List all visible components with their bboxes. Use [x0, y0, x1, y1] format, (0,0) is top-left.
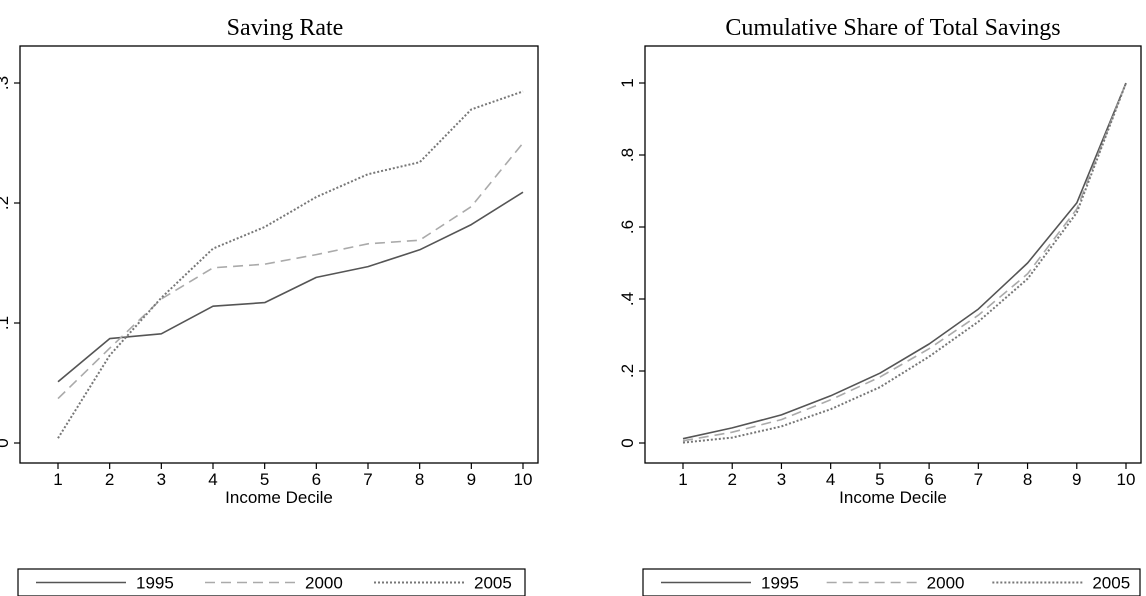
chart2-series-line-2000	[682, 82, 1127, 442]
chart1-xtick-label-0: 1	[53, 470, 62, 489]
chart2-legend: 1995 2000 2005	[642, 568, 1141, 596]
chart2-xtick-label-2: 3	[777, 470, 786, 489]
chart2-xtick-label-8: 9	[1072, 470, 1081, 489]
chart2-title: Cumulative Share of Total Savings	[725, 15, 1060, 41]
chart2-ytick-label-1: .2	[618, 364, 637, 378]
chart1: Saving Rate 0 .1 .2 .3 1 2 3 4 5 6 7 8 9 10 Income Deci…	[0, 15, 539, 596]
chart1-ytick-label-2: .2	[0, 196, 12, 210]
chart1-legend: 1995 2000 2005	[17, 568, 526, 596]
chart2-xtick-label-3: 4	[826, 470, 835, 489]
chart1-xtick-label-3: 4	[208, 470, 217, 489]
chart2-ytick-label-2: .4	[618, 292, 637, 306]
chart2-ytick-label-0: 0	[618, 438, 637, 447]
chart2-ytick-label-4: .8	[618, 148, 637, 162]
chart1-xtick-label-5: 6	[312, 470, 321, 489]
chart1-legend-label-2000: 2000	[305, 574, 343, 593]
chart1-series-line-2005	[57, 90, 524, 439]
chart1-xtick-label-7: 8	[415, 470, 424, 489]
chart1-series-line-1995	[57, 191, 524, 383]
chart1-legend-label-2005: 2005	[474, 574, 512, 593]
chart1-ytick-label-0: 0	[0, 438, 12, 447]
chart2-xtick-label-7: 8	[1023, 470, 1032, 489]
chart1-series-line-2000	[57, 142, 524, 400]
chart1-xtick-label-8: 9	[467, 470, 476, 489]
chart1-xtick-label-6: 7	[363, 470, 372, 489]
chart2-xtick-label-6: 7	[974, 470, 983, 489]
chart1-ytick-label-3: .3	[0, 76, 12, 90]
chart2-xtick-label-0: 1	[678, 470, 687, 489]
chart2: Cumulative Share of Total Savings 0 .2 .4 .6…	[618, 15, 1142, 596]
chart1-plot-frame	[19, 45, 539, 464]
chart1-xlabel: Income Decile	[225, 488, 333, 507]
chart2-legend-label-1995: 1995	[761, 574, 799, 593]
chart1-xtick-label-9: 10	[514, 470, 533, 489]
chart2-ytick-label-3: .6	[618, 220, 637, 234]
chart2-plot-frame	[644, 45, 1142, 464]
chart1-ytick-label-1: .1	[0, 316, 12, 330]
chart1-title: Saving Rate	[227, 15, 344, 41]
chart2-series-line-2005	[682, 82, 1127, 444]
chart1-legend-label-1995: 1995	[136, 574, 174, 593]
chart2-xlabel: Income Decile	[839, 488, 947, 507]
chart2-legend-label-2005: 2005	[1092, 574, 1130, 593]
chart1-xtick-label-1: 2	[105, 470, 114, 489]
chart2-ytick-label-5: 1	[618, 78, 637, 87]
chart1-xtick-label-4: 5	[260, 470, 269, 489]
chart2-legend-label-2000: 2000	[927, 574, 965, 593]
chart2-xtick-label-1: 2	[727, 470, 736, 489]
chart2-xtick-label-5: 6	[924, 470, 933, 489]
chart2-xtick-label-4: 5	[875, 470, 884, 489]
chart2-series-line-1995	[682, 82, 1127, 440]
chart1-xtick-label-2: 3	[157, 470, 166, 489]
chart2-xtick-label-9: 10	[1117, 470, 1136, 489]
